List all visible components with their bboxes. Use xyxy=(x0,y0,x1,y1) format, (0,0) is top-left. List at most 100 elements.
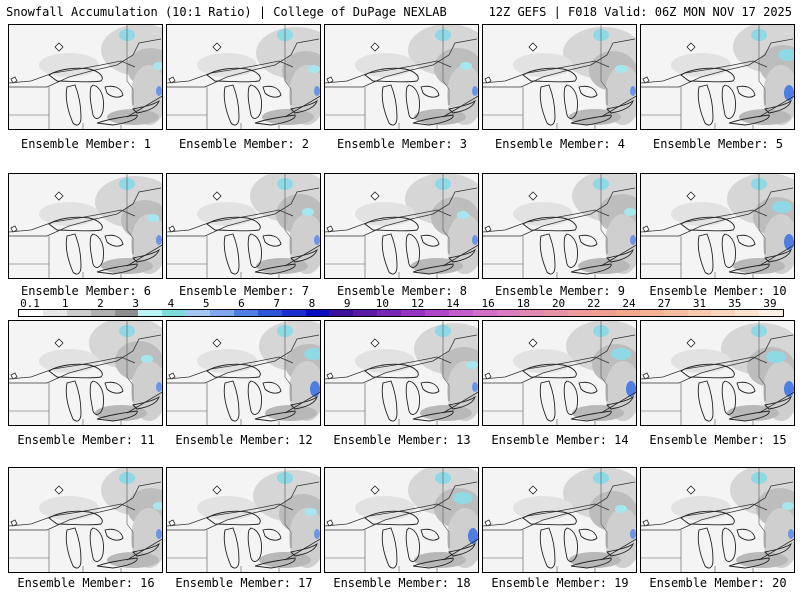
snowfall-map-image xyxy=(167,25,320,129)
snowfall-map-image xyxy=(325,468,478,572)
ensemble-member-label: Ensemble Member: 20 xyxy=(649,576,787,590)
colorbar-swatch xyxy=(210,310,234,316)
colorbar-tick-label: 27 xyxy=(657,297,671,310)
colorbar-swatch xyxy=(615,310,640,316)
ensemble-map-panel-6 xyxy=(8,173,163,279)
colorbar-tick-label: 9 xyxy=(343,297,351,310)
colorbar-tick-label: 31 xyxy=(692,297,707,310)
ensemble-member-label: Ensemble Member: 4 xyxy=(494,137,626,151)
colorbar-tick-label: 0.1 xyxy=(20,297,40,310)
colorbar-swatch xyxy=(19,310,43,316)
colorbar-tick-label: 39 xyxy=(763,297,777,310)
colorbar-swatch xyxy=(448,310,473,316)
snowfall-map-image xyxy=(483,468,636,572)
snowfall-map-image xyxy=(9,468,162,572)
colorbar-tick-label: 22 xyxy=(587,297,601,310)
snowfall-map-image xyxy=(483,174,636,278)
colorbar-swatch xyxy=(520,310,545,316)
ensemble-member-label: Ensemble Member: 15 xyxy=(649,433,787,447)
ensemble-map-panel-16 xyxy=(8,467,163,573)
colorbar-swatch xyxy=(138,310,163,316)
colorbar-swatch xyxy=(687,310,712,316)
ensemble-member-label: Ensemble Member: 16 xyxy=(17,576,155,590)
colorbar-swatch xyxy=(257,310,282,316)
ensemble-member-label: Ensemble Member: 5 xyxy=(652,137,784,151)
snowfall-map-image xyxy=(641,174,794,278)
snowfall-map-image xyxy=(9,25,162,129)
ensemble-map-panel-14 xyxy=(482,320,637,426)
ensemble-map-panel-18 xyxy=(324,467,479,573)
colorbar-tick-label: 4 xyxy=(167,297,175,310)
colorbar-swatch xyxy=(66,310,91,316)
colorbar-tick-label: 12 xyxy=(410,297,425,310)
colorbar-tick-label: 2 xyxy=(97,297,104,310)
colorbar-swatch xyxy=(114,310,139,316)
colorbar-tick-label: 14 xyxy=(446,297,460,310)
colorbar-swatch xyxy=(42,310,67,316)
colorbar-swatch xyxy=(377,310,401,316)
ensemble-map-panel-8 xyxy=(324,173,479,279)
map-title: Snowfall Accumulation (10:1 Ratio) | Col… xyxy=(6,5,447,19)
colorbar-tick-label: 35 xyxy=(728,297,742,310)
colorbar-swatch xyxy=(568,310,592,316)
colorbar-swatch xyxy=(496,310,521,316)
snowfall-map-image xyxy=(9,321,162,425)
colorbar-swatch xyxy=(401,310,425,316)
snowfall-map-image xyxy=(167,174,320,278)
colorbar-tick-label: 8 xyxy=(308,297,316,310)
colorbar-tick-label: 24 xyxy=(622,297,636,310)
ensemble-map-panel-20 xyxy=(640,467,795,573)
colorbar-swatch xyxy=(186,310,210,316)
ensemble-map-panel-10 xyxy=(640,173,795,279)
colorbar-swatch xyxy=(281,310,306,316)
colorbar-tick-label: 3 xyxy=(132,297,140,310)
colorbar-tick-label: 18 xyxy=(516,297,530,310)
colorbar-swatch xyxy=(735,310,760,316)
ensemble-member-label: Ensemble Member: 3 xyxy=(336,137,468,151)
ensemble-map-panel-3 xyxy=(324,24,479,130)
ensemble-member-label: Ensemble Member: 11 xyxy=(17,433,155,447)
ensemble-member-label: Ensemble Member: 13 xyxy=(333,433,471,447)
colorbar-tick-label: 20 xyxy=(551,297,566,310)
snowfall-map-image xyxy=(483,25,636,129)
snowfall-map-image xyxy=(167,468,320,572)
colorbar-swatch xyxy=(544,310,569,316)
ensemble-member-label: Ensemble Member: 18 xyxy=(333,576,471,590)
colorbar-swatch xyxy=(711,310,736,316)
colorbar-swatch xyxy=(639,310,664,316)
colorbar-swatch xyxy=(759,310,783,316)
ensemble-member-label: Ensemble Member: 19 xyxy=(491,576,629,590)
ensemble-map-panel-19 xyxy=(482,467,637,573)
colorbar-swatch xyxy=(592,310,616,316)
colorbar-tick-label: 5 xyxy=(202,297,210,310)
ensemble-member-label: Ensemble Member: 7 xyxy=(178,284,310,298)
ensemble-map-panel-17 xyxy=(166,467,321,573)
ensemble-map-panel-5 xyxy=(640,24,795,130)
colorbar-swatch xyxy=(472,310,497,316)
colorbar-swatch xyxy=(329,310,354,316)
ensemble-member-label: Ensemble Member: 8 xyxy=(336,284,468,298)
ensemble-map-panel-12 xyxy=(166,320,321,426)
snowfall-map-image xyxy=(641,468,794,572)
snowfall-map-image xyxy=(483,321,636,425)
colorbar-swatch xyxy=(663,310,688,316)
snowfall-map-image xyxy=(167,321,320,425)
colorbar-swatch xyxy=(353,310,378,316)
ensemble-map-panel-1 xyxy=(8,24,163,130)
snowfall-map-image xyxy=(9,174,162,278)
ensemble-map-panel-15 xyxy=(640,320,795,426)
snowfall-map-image xyxy=(641,25,794,129)
colorbar-legend xyxy=(18,309,784,317)
ensemble-map-panel-4 xyxy=(482,24,637,130)
colorbar-swatch xyxy=(90,310,115,316)
ensemble-member-label: Ensemble Member: 17 xyxy=(175,576,313,590)
ensemble-map-panel-13 xyxy=(324,320,479,426)
ensemble-member-label: Ensemble Member: 1 xyxy=(20,137,152,151)
colorbar-swatch xyxy=(233,310,258,316)
colorbar-tick-label: 16 xyxy=(481,297,495,310)
snowfall-map-image xyxy=(325,174,478,278)
snowfall-map-image xyxy=(641,321,794,425)
ensemble-member-label: Ensemble Member: 2 xyxy=(178,137,310,151)
colorbar-swatch xyxy=(162,310,187,316)
ensemble-member-label: Ensemble Member: 14 xyxy=(491,433,629,447)
